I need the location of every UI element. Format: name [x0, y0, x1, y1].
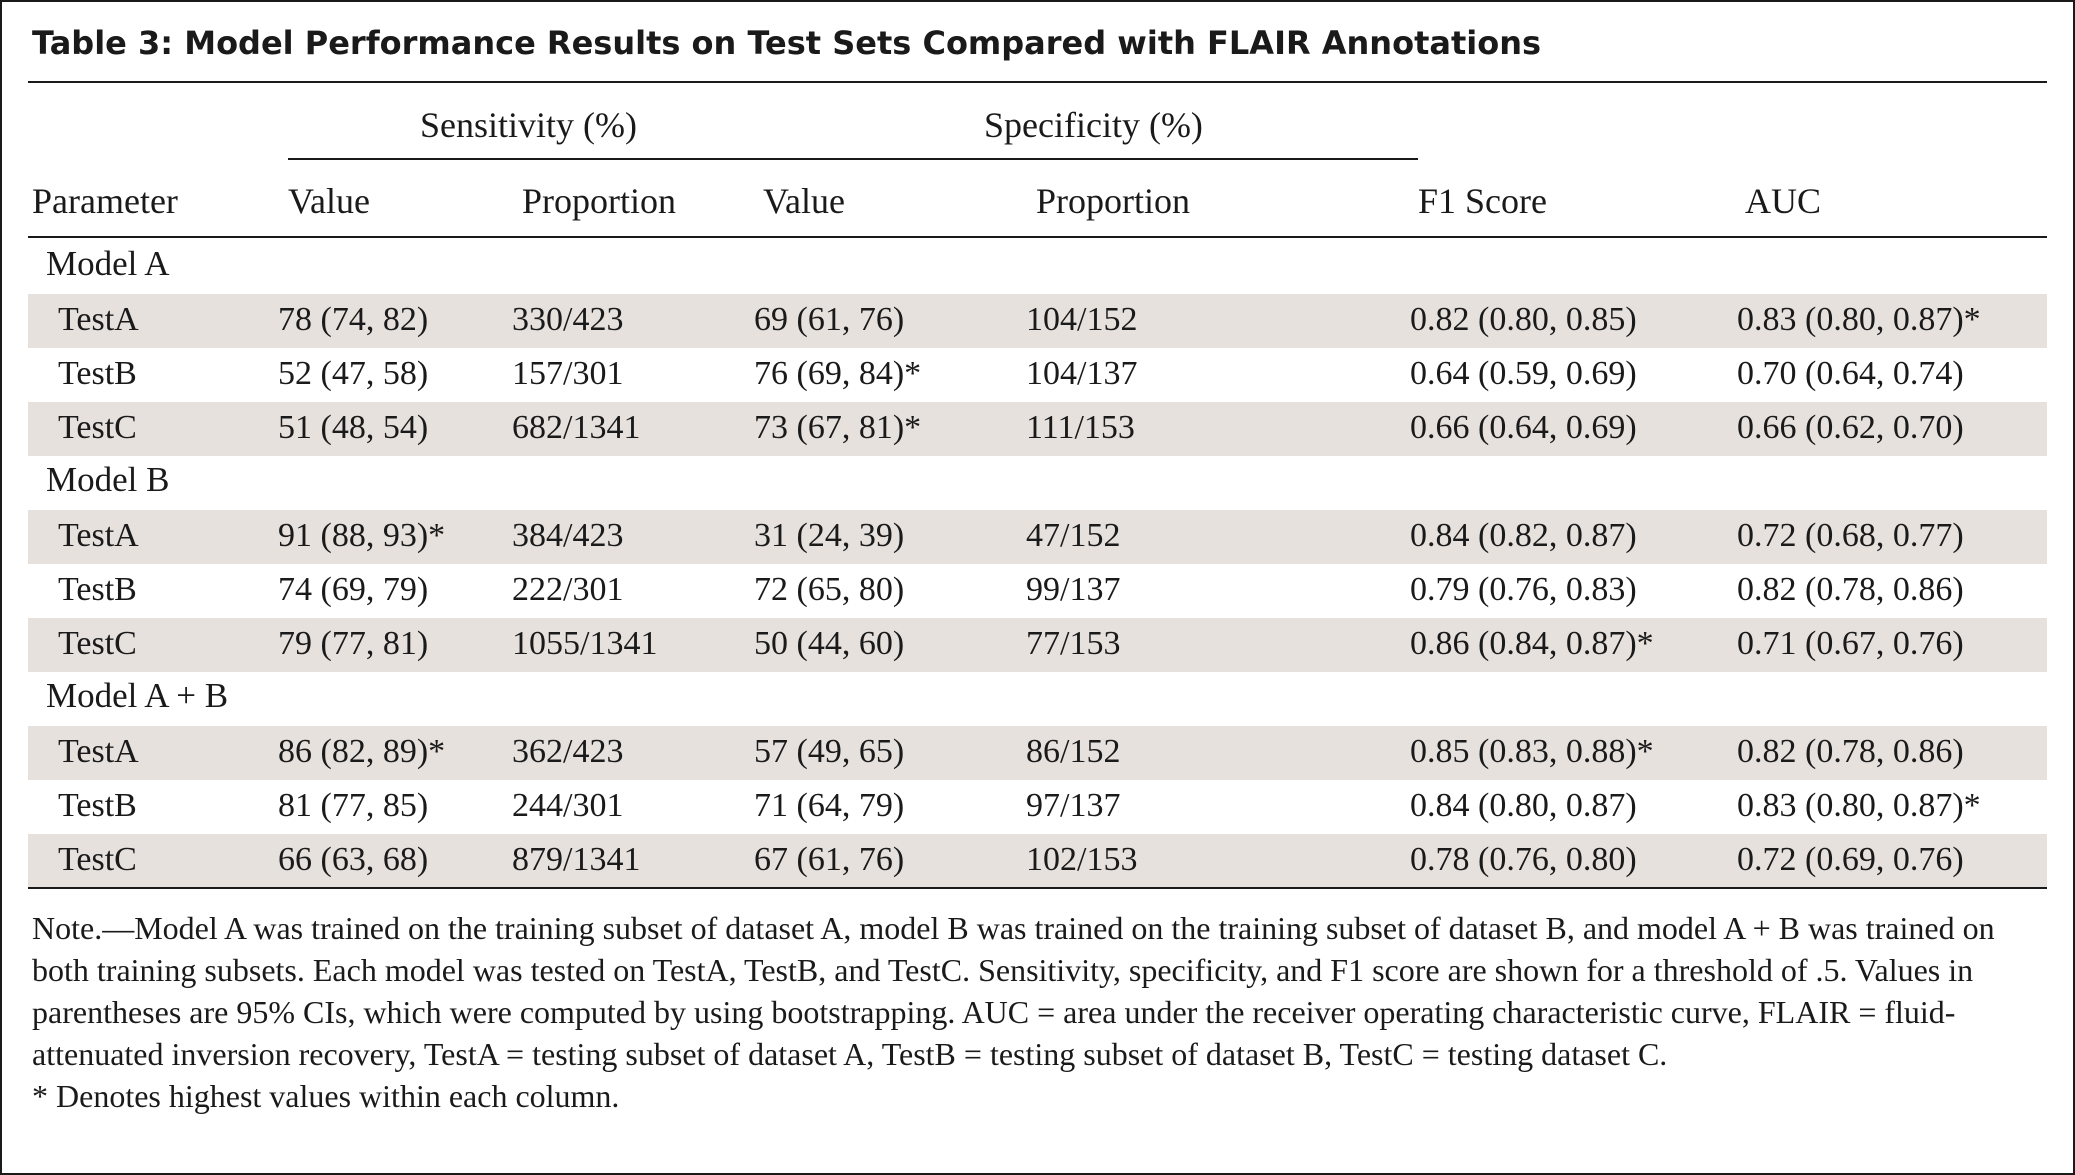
cell-sensitivity-proportion: 1055/1341: [512, 625, 658, 662]
table-title: Table 3: Model Performance Results on Te…: [32, 24, 1542, 62]
cell-test: TestA: [58, 517, 139, 554]
cell-specificity-value: 71 (64, 79): [754, 787, 905, 824]
header-parameter: Parameter: [32, 181, 178, 221]
cell-test: TestB: [58, 787, 137, 824]
cell-sensitivity-proportion: 157/301: [512, 355, 624, 392]
cell-specificity-proportion: 97/137: [1026, 787, 1121, 824]
table-row: TestB 52 (47, 58) 157/301 76 (69, 84)* 104/1…: [28, 348, 2047, 402]
cell-specificity-value: 69 (61, 76): [754, 301, 905, 338]
header-specificity-value: Value: [763, 181, 845, 221]
cell-sensitivity-proportion: 362/423: [512, 733, 624, 770]
header-auc: AUC: [1745, 181, 1822, 221]
table-row: TestB 74 (69, 79) 222/301 72 (65, 80) 99/137…: [28, 564, 2047, 618]
cell-test: TestC: [58, 625, 137, 662]
cell-specificity-value: 76 (69, 84)*: [754, 355, 922, 392]
cell-sensitivity-value: 86 (82, 89)*: [278, 733, 446, 770]
cell-test: TestB: [58, 571, 137, 608]
cell-auc: 0.82 (0.78, 0.86): [1737, 571, 1964, 608]
top-rule: [28, 81, 2047, 83]
cell-specificity-proportion: 77/153: [1026, 625, 1121, 662]
cell-specificity-value: 67 (61, 76): [754, 841, 905, 878]
cell-f1-score: 0.84 (0.80, 0.87): [1410, 787, 1637, 824]
cell-specificity-value: 72 (65, 80): [754, 571, 905, 608]
cell-sensitivity-proportion: 384/423: [512, 517, 624, 554]
cell-specificity-value: 57 (49, 65): [754, 733, 905, 770]
sensitivity-group-header: Sensitivity (%): [420, 105, 637, 145]
bottom-rule: [28, 887, 2047, 889]
cell-sensitivity-proportion: 244/301: [512, 787, 624, 824]
cell-test: TestB: [58, 355, 137, 392]
table-row: TestC 79 (77, 81) 1055/1341 50 (44, 60) 77/1…: [28, 618, 2047, 672]
cell-auc: 0.83 (0.80, 0.87)*: [1737, 787, 1981, 824]
cell-auc: 0.83 (0.80, 0.87)*: [1737, 301, 1981, 338]
cell-sensitivity-proportion: 222/301: [512, 571, 624, 608]
header-rule: [28, 236, 2047, 238]
cell-auc: 0.72 (0.69, 0.76): [1737, 841, 1964, 878]
cell-specificity-proportion: 104/137: [1026, 355, 1138, 392]
header-f1-score: F1 Score: [1418, 181, 1547, 221]
note-text: Note.—Model A was trained on the trainin…: [32, 910, 1995, 1072]
cell-f1-score: 0.85 (0.83, 0.88)*: [1410, 733, 1654, 770]
cell-auc: 0.71 (0.67, 0.76): [1737, 625, 1964, 662]
cell-specificity-proportion: 111/153: [1026, 409, 1135, 446]
cell-sensitivity-value: 91 (88, 93)*: [278, 517, 446, 554]
cell-sensitivity-proportion: 330/423: [512, 301, 624, 338]
table-row: TestA 91 (88, 93)* 384/423 31 (24, 39) 47/15…: [28, 510, 2047, 564]
cell-sensitivity-value: 52 (47, 58): [278, 355, 429, 392]
cell-test: TestC: [58, 841, 137, 878]
cell-f1-score: 0.66 (0.64, 0.69): [1410, 409, 1637, 446]
table-row: TestC 51 (48, 54) 682/1341 73 (67, 81)* 111/…: [28, 402, 2047, 456]
cell-sensitivity-value: 78 (74, 82): [278, 301, 429, 338]
cell-specificity-value: 31 (24, 39): [754, 517, 905, 554]
cell-specificity-proportion: 99/137: [1026, 571, 1121, 608]
header-specificity-proportion: Proportion: [1036, 181, 1191, 221]
model-group-label: Model A + B: [46, 676, 229, 715]
cell-sensitivity-proportion: 879/1341: [512, 841, 641, 878]
cell-sensitivity-value: 66 (63, 68): [278, 841, 429, 878]
cell-f1-score: 0.79 (0.76, 0.83): [1410, 571, 1637, 608]
table-notes: Note.—Model A was trained on the trainin…: [32, 907, 2043, 1117]
cell-f1-score: 0.84 (0.82, 0.87): [1410, 517, 1637, 554]
sensitivity-group-rule: [288, 158, 745, 160]
cell-specificity-proportion: 47/152: [1026, 517, 1121, 554]
model-group-label: Model B: [46, 460, 170, 499]
cell-specificity-value: 73 (67, 81)*: [754, 409, 922, 446]
cell-f1-score: 0.64 (0.59, 0.69): [1410, 355, 1637, 392]
cell-specificity-value: 50 (44, 60): [754, 625, 905, 662]
header-sensitivity-value: Value: [288, 181, 370, 221]
specificity-group-rule: [745, 158, 1418, 160]
asterisk-note: * Denotes highest values within each col…: [32, 1078, 620, 1114]
table-row: TestC 66 (63, 68) 879/1341 67 (61, 76) 102/1…: [28, 834, 2047, 888]
specificity-group-header: Specificity (%): [984, 105, 1203, 145]
cell-sensitivity-value: 74 (69, 79): [278, 571, 429, 608]
cell-auc: 0.82 (0.78, 0.86): [1737, 733, 1964, 770]
cell-test: TestA: [58, 733, 139, 770]
cell-test: TestC: [58, 409, 137, 446]
cell-test: TestA: [58, 301, 139, 338]
table-row: TestB 81 (77, 85) 244/301 71 (64, 79) 97/137…: [28, 780, 2047, 834]
cell-sensitivity-value: 51 (48, 54): [278, 409, 429, 446]
cell-specificity-proportion: 86/152: [1026, 733, 1121, 770]
model-group-label: Model A: [46, 244, 170, 283]
cell-f1-score: 0.78 (0.76, 0.80): [1410, 841, 1637, 878]
cell-f1-score: 0.86 (0.84, 0.87)*: [1410, 625, 1654, 662]
cell-specificity-proportion: 104/152: [1026, 301, 1138, 338]
header-sensitivity-proportion: Proportion: [522, 181, 677, 221]
cell-specificity-proportion: 102/153: [1026, 841, 1138, 878]
cell-auc: 0.70 (0.64, 0.74): [1737, 355, 1964, 392]
cell-sensitivity-value: 81 (77, 85): [278, 787, 429, 824]
cell-sensitivity-proportion: 682/1341: [512, 409, 641, 446]
cell-sensitivity-value: 79 (77, 81): [278, 625, 429, 662]
cell-f1-score: 0.82 (0.80, 0.85): [1410, 301, 1637, 338]
cell-auc: 0.72 (0.68, 0.77): [1737, 517, 1964, 554]
table-row: TestA 86 (82, 89)* 362/423 57 (49, 65) 86/15…: [28, 726, 2047, 780]
cell-auc: 0.66 (0.62, 0.70): [1737, 409, 1964, 446]
table-row: TestA 78 (74, 82) 330/423 69 (61, 76) 104/15…: [28, 294, 2047, 348]
